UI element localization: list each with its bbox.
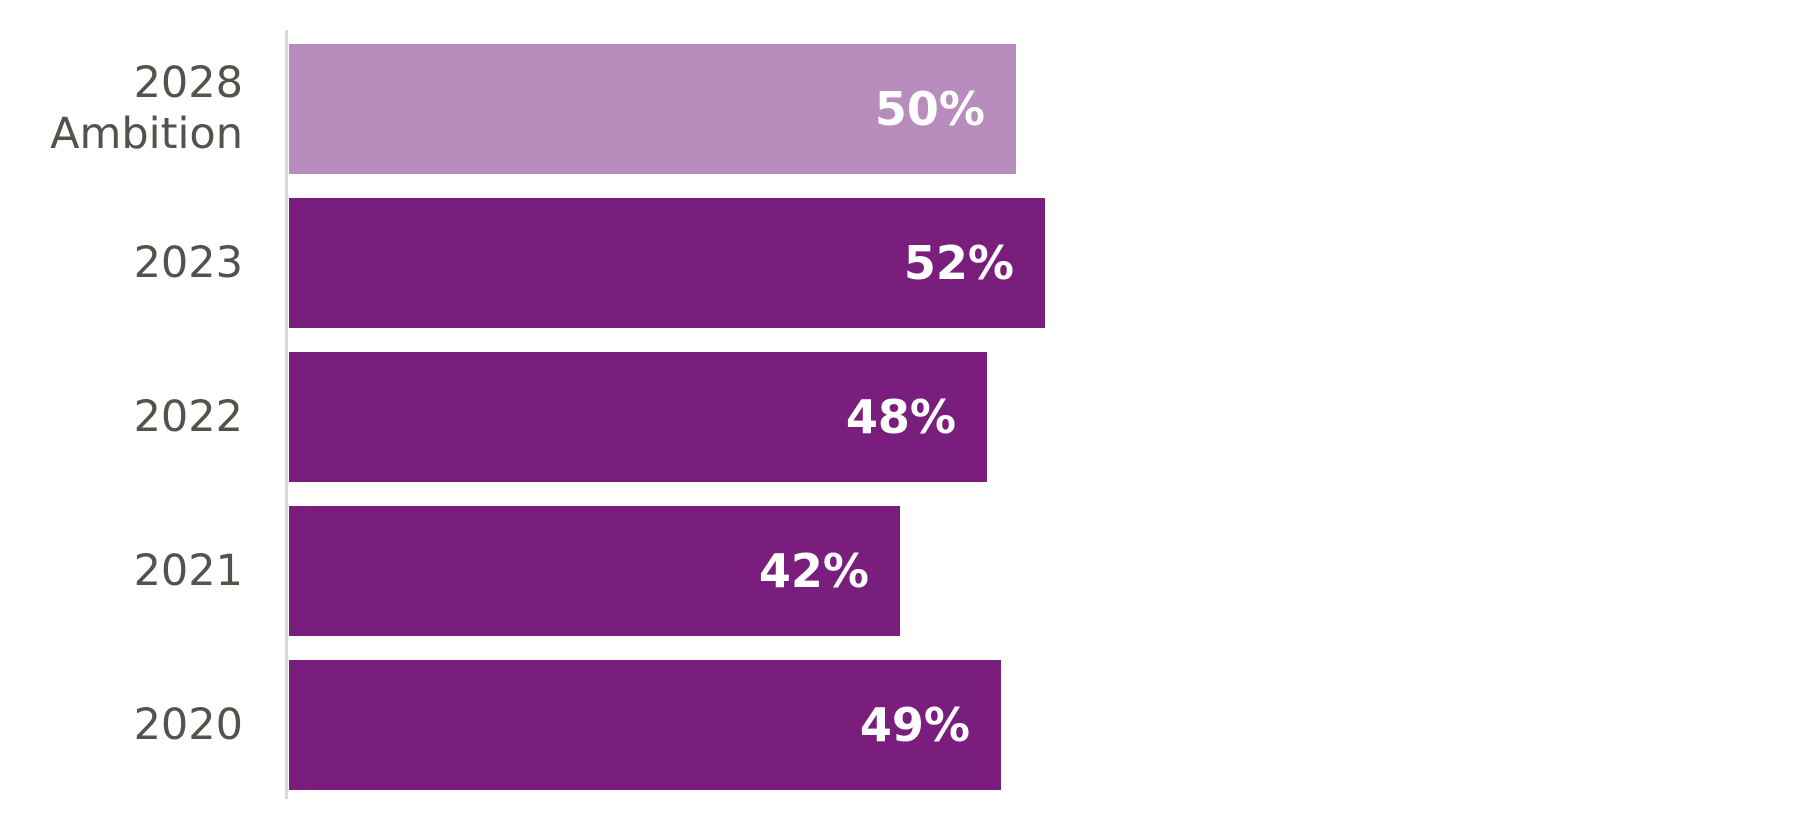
category-label: 2022 — [133, 391, 243, 442]
bar-value-label: 50% — [874, 82, 985, 136]
chart-row: 2020 49% — [0, 660, 1793, 790]
bar-value-label: 48% — [845, 390, 956, 444]
category-label: 2020 — [133, 699, 243, 750]
chart-row: 2028 Ambition 50% — [0, 44, 1793, 174]
category-label: 2028 Ambition — [50, 58, 243, 159]
category-label: 2023 — [133, 237, 243, 288]
chart-row: 2023 52% — [0, 198, 1793, 328]
y-axis-line — [285, 30, 288, 799]
bar: 52% — [289, 198, 1045, 328]
bar: 49% — [289, 660, 1001, 790]
bar: 42% — [289, 506, 900, 636]
bar: 50% — [289, 44, 1016, 174]
chart-row: 2021 42% — [0, 506, 1793, 636]
bar: 48% — [289, 352, 987, 482]
bar-value-label: 49% — [859, 698, 970, 752]
bar-value-label: 52% — [903, 236, 1014, 290]
chart-row: 2022 48% — [0, 352, 1793, 482]
bar-value-label: 42% — [758, 544, 869, 598]
category-label: 2021 — [133, 545, 243, 596]
